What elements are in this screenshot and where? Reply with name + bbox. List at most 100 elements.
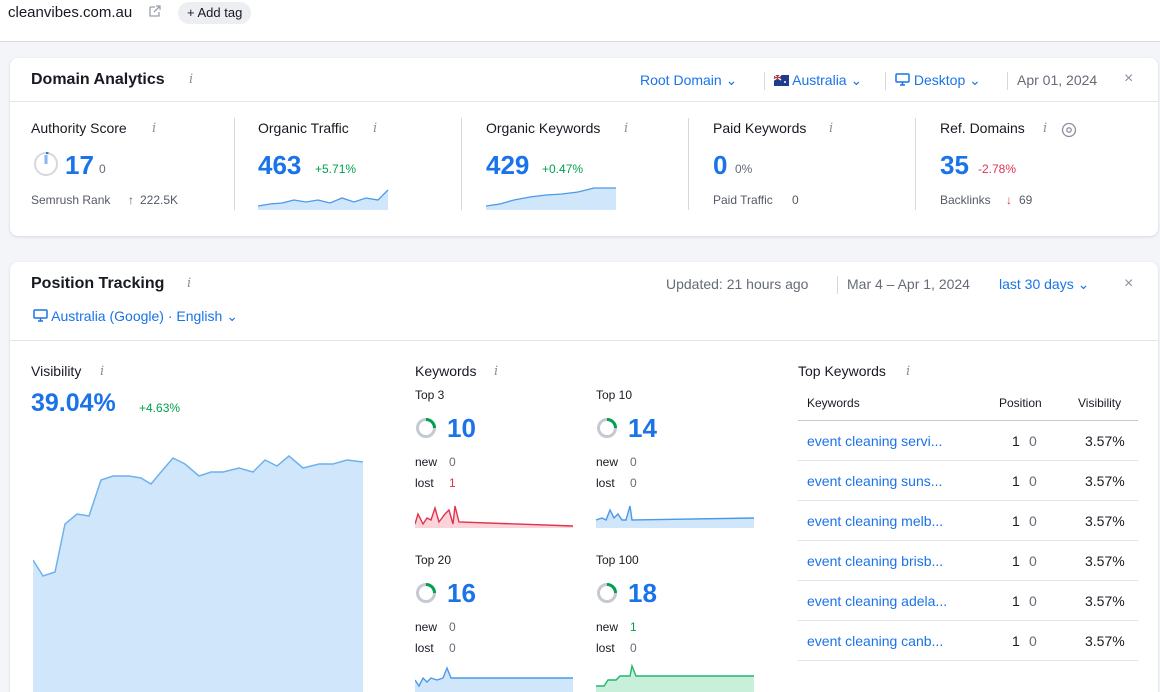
- paid-keywords-value[interactable]: 0: [713, 150, 728, 180]
- info-icon[interactable]: i: [152, 121, 157, 136]
- keyword-position-change: 0: [1029, 513, 1037, 529]
- keyword-position: 1: [1012, 633, 1020, 649]
- donut-icon: [597, 418, 617, 438]
- chevron-down-icon: ⌄: [850, 72, 863, 88]
- top100-label: Top 100: [596, 553, 639, 567]
- info-icon[interactable]: i: [100, 364, 105, 379]
- card-header-divider: [10, 101, 1158, 102]
- keyword-visibility: 3.57%: [1085, 513, 1125, 529]
- add-tag-button[interactable]: + Add tag: [178, 2, 252, 24]
- paid-traffic-label: Paid Traffic: [713, 193, 773, 207]
- col-visibility-header[interactable]: Visibility: [1078, 396, 1122, 410]
- table-row[interactable]: [798, 421, 1138, 461]
- period-label: last 30 days: [999, 276, 1074, 292]
- domain-link[interactable]: cleanvibes.com.au: [8, 4, 133, 21]
- col-keywords-header[interactable]: Keywords: [807, 396, 860, 410]
- new-label: new: [415, 455, 438, 469]
- top10-new: 0: [630, 455, 637, 469]
- organic-keywords-label: Organic Keywords: [486, 120, 601, 136]
- info-icon[interactable]: i: [624, 121, 629, 136]
- period-dropdown[interactable]: last 30 days ⌄: [999, 276, 1089, 293]
- top3-lost: 1: [449, 476, 456, 490]
- divider: [885, 72, 886, 90]
- chevron-down-icon: ⌄: [969, 72, 981, 88]
- device-label: Desktop: [913, 72, 966, 88]
- keyword-link[interactable]: event cleaning brisb...: [807, 553, 944, 569]
- keywords-label: Keywords: [415, 363, 477, 379]
- settings-icon[interactable]: [1061, 122, 1077, 138]
- table-row[interactable]: [798, 621, 1138, 661]
- lost-label: lost: [596, 641, 615, 655]
- keyword-link[interactable]: event cleaning adela...: [807, 593, 948, 609]
- keyword-position-change: 0: [1029, 633, 1037, 649]
- chevron-down-icon: ⌄: [1077, 276, 1090, 292]
- new-label: new: [415, 620, 438, 634]
- visibility-chart: [33, 455, 363, 692]
- top10-value[interactable]: 14: [628, 413, 657, 443]
- date-label: Apr 01, 2024: [1017, 72, 1098, 88]
- donut-icon: [416, 418, 436, 438]
- info-icon[interactable]: i: [373, 121, 378, 136]
- keyword-visibility: 3.57%: [1085, 593, 1125, 609]
- semrush-rank-label: Semrush Rank: [31, 193, 111, 207]
- external-link-icon[interactable]: [148, 4, 162, 18]
- location-dropdown[interactable]: Australia (Google) · English ⌄: [33, 308, 238, 325]
- backlinks-value[interactable]: 69: [1019, 193, 1033, 207]
- card-header-divider: [10, 340, 1158, 341]
- top20-value[interactable]: 16: [447, 578, 476, 608]
- organic-traffic-value[interactable]: 463: [258, 150, 302, 180]
- australia-flag-icon: [773, 74, 789, 86]
- keyword-position: 1: [1012, 513, 1020, 529]
- visibility-value[interactable]: 39.04%: [31, 389, 116, 417]
- top3-value[interactable]: 10: [447, 413, 476, 443]
- root-domain-dropdown[interactable]: Root Domain ⌄: [640, 72, 737, 89]
- organic-keywords-sparkline: [486, 187, 616, 210]
- info-icon[interactable]: i: [1043, 121, 1048, 136]
- domain-analytics-title: Domain Analytics: [31, 71, 165, 88]
- metric-divider: [234, 118, 235, 210]
- table-header-divider: [798, 420, 1138, 421]
- keyword-visibility: 3.57%: [1085, 433, 1125, 449]
- backlinks-arrow: ↓: [1006, 193, 1012, 207]
- info-icon[interactable]: i: [187, 276, 192, 291]
- metric-divider: [688, 118, 689, 210]
- divider: [1007, 72, 1008, 90]
- desktop-icon: [33, 309, 48, 322]
- keyword-link[interactable]: event cleaning canb...: [807, 633, 944, 649]
- table-row[interactable]: [798, 581, 1138, 621]
- close-icon[interactable]: ×: [1124, 275, 1134, 292]
- backlinks-label: Backlinks: [940, 193, 991, 207]
- ref-domains-value[interactable]: 35: [940, 150, 969, 180]
- top100-value[interactable]: 18: [628, 578, 657, 608]
- visibility-label: Visibility: [31, 363, 82, 379]
- info-icon[interactable]: i: [189, 72, 194, 87]
- divider: [837, 276, 838, 294]
- paid-keywords-label: Paid Keywords: [713, 120, 807, 136]
- keyword-link[interactable]: event cleaning melb...: [807, 513, 944, 529]
- new-label: new: [596, 620, 619, 634]
- authority-score-value: 17: [65, 150, 94, 180]
- paid-traffic-value[interactable]: 0: [792, 193, 799, 207]
- table-row[interactable]: [798, 501, 1138, 541]
- chevron-down-icon: ⌄: [725, 72, 738, 88]
- col-position-header[interactable]: Position: [999, 396, 1042, 410]
- keyword-link[interactable]: event cleaning servi...: [807, 433, 943, 449]
- device-dropdown[interactable]: Desktop ⌄: [895, 72, 981, 89]
- info-icon[interactable]: i: [494, 364, 499, 379]
- location-label: Australia (Google) · English: [51, 308, 223, 324]
- semrush-rank-value[interactable]: 222.5K: [140, 193, 179, 207]
- close-icon[interactable]: ×: [1124, 70, 1134, 87]
- top20-sparkline: [415, 666, 573, 692]
- keyword-visibility: 3.57%: [1085, 633, 1125, 649]
- donut-icon: [597, 583, 617, 603]
- country-dropdown[interactable]: Australia ⌄: [773, 72, 863, 89]
- info-icon[interactable]: i: [829, 121, 834, 136]
- organic-keywords-value[interactable]: 429: [486, 150, 530, 180]
- table-row[interactable]: [798, 541, 1138, 581]
- keyword-link[interactable]: event cleaning suns...: [807, 473, 943, 489]
- table-row[interactable]: [798, 461, 1138, 501]
- keyword-position-change: 0: [1029, 593, 1037, 609]
- donut-icon: [416, 583, 436, 603]
- metric-divider: [461, 118, 462, 210]
- info-icon[interactable]: i: [906, 364, 911, 379]
